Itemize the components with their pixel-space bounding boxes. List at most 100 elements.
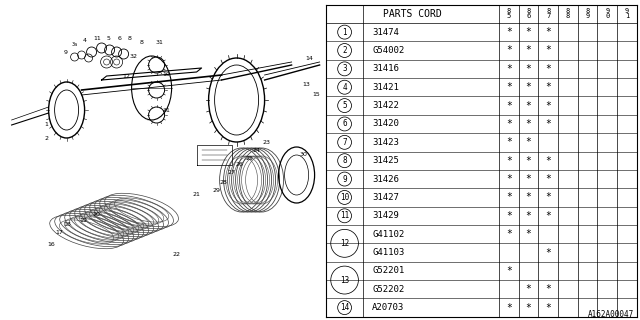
Text: *: *	[506, 303, 512, 313]
Text: 18: 18	[64, 222, 72, 228]
Text: 17: 17	[56, 229, 63, 235]
Text: 31: 31	[163, 108, 170, 113]
Text: 31429: 31429	[372, 211, 399, 220]
Text: 15: 15	[313, 92, 321, 98]
Text: *: *	[545, 192, 551, 203]
Text: 5: 5	[342, 101, 347, 110]
Text: 23: 23	[262, 140, 271, 145]
Text: 8
8: 8 8	[566, 8, 570, 20]
Text: *: *	[525, 156, 531, 166]
Text: 31427: 31427	[372, 193, 399, 202]
Text: *: *	[525, 82, 531, 92]
Text: A162A00047: A162A00047	[588, 310, 634, 319]
Text: G41102: G41102	[372, 230, 404, 239]
Text: *: *	[525, 303, 531, 313]
Text: *: *	[506, 119, 512, 129]
Text: *: *	[545, 119, 551, 129]
Text: 11: 11	[93, 36, 102, 41]
Text: 12: 12	[340, 239, 349, 248]
Text: 3a: 3a	[72, 43, 77, 47]
Text: 8
5: 8 5	[507, 8, 511, 20]
Text: 8: 8	[140, 39, 143, 44]
Text: *: *	[545, 156, 551, 166]
Text: *: *	[506, 137, 512, 147]
Text: G52201: G52201	[372, 266, 404, 276]
Text: 6: 6	[342, 119, 347, 128]
Text: 31: 31	[156, 39, 164, 44]
Text: G52202: G52202	[372, 285, 404, 294]
Text: *: *	[545, 100, 551, 111]
Text: *: *	[525, 284, 531, 294]
Text: 1: 1	[342, 28, 347, 36]
Text: 6: 6	[118, 36, 122, 41]
Text: *: *	[506, 82, 512, 92]
Text: 9: 9	[342, 174, 347, 184]
Text: 7: 7	[342, 138, 347, 147]
Text: 14: 14	[306, 55, 314, 60]
Text: 2: 2	[342, 46, 347, 55]
Text: 27: 27	[228, 171, 236, 175]
Text: 4: 4	[83, 37, 86, 43]
Text: 10: 10	[163, 73, 170, 77]
Text: *: *	[525, 229, 531, 239]
Text: 30: 30	[300, 153, 308, 157]
Text: 11: 11	[340, 211, 349, 220]
Text: A20703: A20703	[372, 303, 404, 312]
Text: 4: 4	[342, 83, 347, 92]
Text: *: *	[506, 192, 512, 203]
Text: 8: 8	[127, 36, 132, 41]
Text: 31416: 31416	[372, 64, 399, 73]
Text: *: *	[525, 100, 531, 111]
Text: *: *	[545, 64, 551, 74]
Text: *: *	[525, 27, 531, 37]
Text: 8: 8	[342, 156, 347, 165]
Text: 8
9: 8 9	[586, 8, 589, 20]
Text: *: *	[506, 27, 512, 37]
Text: *: *	[506, 211, 512, 221]
Text: *: *	[525, 137, 531, 147]
Text: G41103: G41103	[372, 248, 404, 257]
Text: *: *	[545, 27, 551, 37]
Text: *: *	[545, 284, 551, 294]
Text: 3: 3	[342, 64, 347, 73]
Text: *: *	[525, 64, 531, 74]
Text: *: *	[506, 64, 512, 74]
Text: *: *	[506, 45, 512, 55]
Text: 14: 14	[340, 303, 349, 312]
Text: *: *	[545, 174, 551, 184]
Text: 8
7: 8 7	[546, 8, 550, 20]
Text: *: *	[545, 247, 551, 258]
Text: 31422: 31422	[372, 101, 399, 110]
Text: 31425: 31425	[372, 156, 399, 165]
Text: PARTS CORD: PARTS CORD	[383, 9, 442, 19]
Text: 20: 20	[93, 212, 100, 218]
Text: *: *	[525, 174, 531, 184]
Text: 22: 22	[173, 252, 180, 258]
Text: 31426: 31426	[372, 174, 399, 184]
Text: 5: 5	[107, 36, 111, 41]
Text: 13: 13	[303, 83, 310, 87]
Text: 21: 21	[193, 193, 200, 197]
Text: *: *	[506, 174, 512, 184]
Text: 9
1: 9 1	[625, 8, 629, 20]
Text: *: *	[545, 211, 551, 221]
Text: 24: 24	[253, 148, 260, 153]
Text: 32: 32	[129, 53, 138, 59]
Text: 1: 1	[45, 122, 49, 126]
Text: *: *	[506, 100, 512, 111]
Text: 16: 16	[48, 243, 56, 247]
Text: 25: 25	[246, 156, 253, 161]
Text: *: *	[525, 45, 531, 55]
Text: G54002: G54002	[372, 46, 404, 55]
Text: 8
6: 8 6	[527, 8, 531, 20]
Text: 26: 26	[236, 163, 244, 167]
Text: 10: 10	[340, 193, 349, 202]
Text: *: *	[506, 156, 512, 166]
Text: *: *	[545, 45, 551, 55]
Text: 31423: 31423	[372, 138, 399, 147]
Text: *: *	[545, 82, 551, 92]
Text: *: *	[506, 229, 512, 239]
Text: *: *	[525, 211, 531, 221]
Text: 9
0: 9 0	[605, 8, 609, 20]
Text: *: *	[525, 192, 531, 203]
